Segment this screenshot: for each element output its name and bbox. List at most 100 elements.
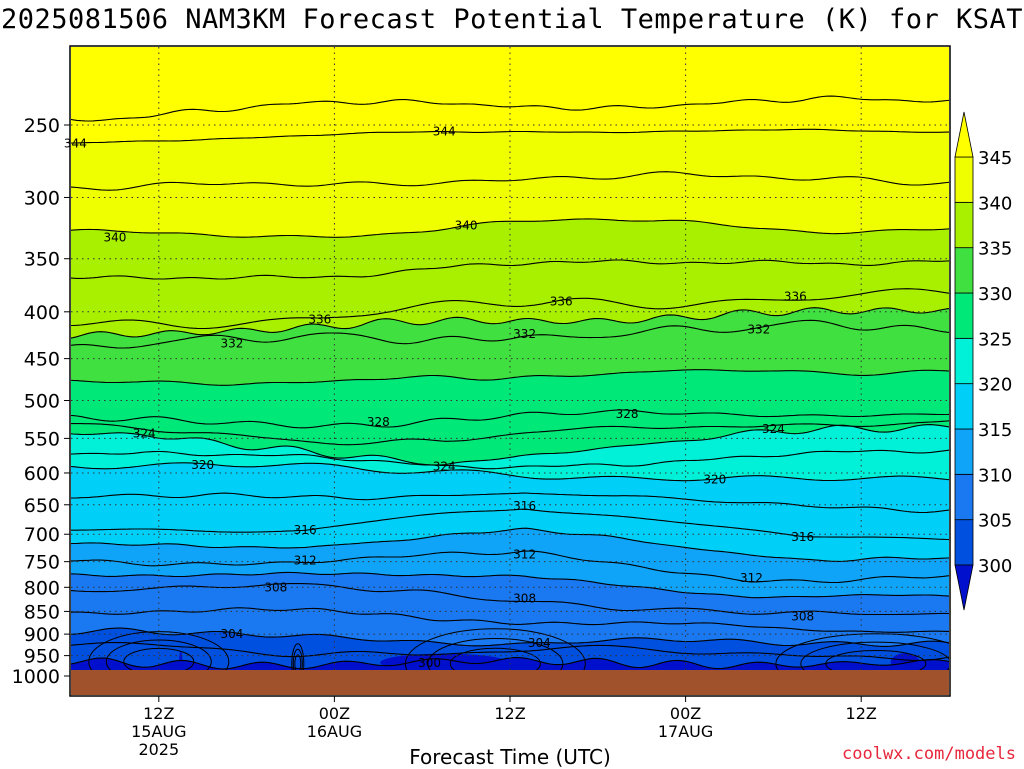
contour-line bbox=[291, 643, 305, 670]
contour-line bbox=[775, 633, 949, 670]
x-tick-label: 17AUG bbox=[658, 722, 713, 741]
x-tick-label: 2025 bbox=[138, 740, 179, 759]
contour-line bbox=[71, 462, 949, 482]
y-tick-label: 600 bbox=[24, 463, 60, 485]
contour-labels: 344 344 340 340 336 336 336 332 332 332 328 328 324 3… bbox=[64, 124, 814, 670]
colorbar-swatch bbox=[954, 519, 974, 566]
y-tick-label: 650 bbox=[24, 495, 60, 517]
contour-label: 312 bbox=[294, 554, 317, 568]
contour-line bbox=[825, 650, 927, 670]
chart-title: 2025081506 NAM3KM Forecast Potential Tem… bbox=[0, 4, 1024, 35]
colorbar-swatch bbox=[954, 247, 974, 294]
colorbar: 300 305 310 315 320 325 330 335 340 345 bbox=[954, 111, 1012, 611]
contour-label: 340 bbox=[103, 231, 126, 245]
contour-label: 312 bbox=[740, 571, 763, 585]
contour-label: 312 bbox=[513, 548, 536, 562]
y-tick-label: 550 bbox=[24, 428, 60, 450]
contour-line bbox=[427, 638, 564, 670]
contour-label: 320 bbox=[191, 458, 214, 472]
contour-line bbox=[71, 95, 949, 122]
contour-label: 340 bbox=[455, 219, 478, 233]
grid-lines bbox=[71, 47, 949, 670]
colorbar-swatch bbox=[954, 428, 974, 475]
contour-line bbox=[71, 128, 949, 144]
contour-label: 332 bbox=[221, 336, 244, 350]
y-tick-label: 450 bbox=[24, 349, 60, 371]
ground-surface bbox=[71, 670, 949, 695]
contour-line bbox=[88, 631, 230, 670]
colorbar-label: 310 bbox=[978, 465, 1012, 486]
y-axis: 2503003504004505005506006507007508008509… bbox=[12, 115, 70, 688]
contour-label: 324 bbox=[433, 459, 456, 473]
contour-label: 324 bbox=[762, 422, 785, 436]
credit-text: coolwx.com/models bbox=[842, 744, 1016, 764]
contour-line bbox=[71, 409, 949, 429]
colorbar-swatch bbox=[954, 383, 974, 430]
colorbar-swatch bbox=[954, 292, 974, 339]
colorbar-label: 340 bbox=[978, 193, 1012, 214]
y-tick-label: 900 bbox=[24, 624, 60, 646]
x-tick-label: 00Z bbox=[319, 704, 350, 723]
contour-label: 316 bbox=[791, 530, 814, 544]
contour-label: 308 bbox=[513, 592, 536, 606]
contour-line bbox=[71, 218, 949, 238]
y-tick-label: 1000 bbox=[12, 666, 60, 688]
x-tick-label: 16AUG bbox=[307, 722, 362, 741]
contour-label: 332 bbox=[513, 327, 536, 341]
band-fill bbox=[890, 653, 920, 670]
colorbar-label: 300 bbox=[978, 556, 1012, 577]
contour-label: 344 bbox=[64, 137, 87, 151]
colorbar-label: 325 bbox=[978, 329, 1012, 350]
x-tick-label: 12Z bbox=[143, 704, 174, 723]
contour-label: 308 bbox=[791, 610, 814, 624]
x-tick-label: 12Z bbox=[494, 704, 525, 723]
filled-contours bbox=[71, 47, 949, 670]
y-tick-label: 500 bbox=[24, 391, 60, 413]
contour-line bbox=[71, 527, 949, 562]
contour-label: 320 bbox=[703, 473, 726, 487]
contour-label: 316 bbox=[513, 499, 536, 513]
contour-label: 300 bbox=[418, 656, 441, 670]
contour-line bbox=[71, 424, 949, 466]
contour-line bbox=[294, 654, 302, 670]
x-tick-label: 15AUG bbox=[131, 722, 186, 741]
y-tick-label: 850 bbox=[24, 601, 60, 623]
y-tick-label: 750 bbox=[24, 552, 60, 574]
colorbar-label: 345 bbox=[978, 148, 1012, 169]
contour-label: 308 bbox=[264, 580, 287, 594]
y-tick-label: 250 bbox=[24, 115, 60, 137]
colorbar-swatch bbox=[954, 201, 974, 249]
y-tick-label: 700 bbox=[24, 524, 60, 546]
contour-line bbox=[800, 641, 949, 670]
contour-label: 336 bbox=[308, 313, 331, 327]
x-tick-label: 00Z bbox=[670, 704, 701, 723]
contour-line bbox=[71, 420, 949, 446]
contour-label: 304 bbox=[528, 636, 551, 650]
contour-line bbox=[292, 648, 303, 670]
plot-area: 344 344 340 340 336 336 336 332 332 332 328 328 324 3… bbox=[64, 45, 951, 697]
colorbar-swatch bbox=[954, 156, 974, 203]
contour-label: 328 bbox=[616, 407, 639, 421]
contour-line bbox=[71, 627, 949, 647]
contour-line bbox=[123, 647, 195, 670]
y-tick-label: 950 bbox=[24, 646, 60, 668]
contour-label: 316 bbox=[294, 523, 317, 537]
contour-label: 328 bbox=[367, 415, 390, 429]
contour-lines bbox=[71, 95, 949, 670]
band-fill bbox=[71, 642, 949, 670]
colorbar-extend-top bbox=[954, 111, 974, 158]
contour-label: 332 bbox=[747, 322, 770, 336]
contour-label: 324 bbox=[133, 426, 156, 440]
colorbar-label: 320 bbox=[978, 375, 1012, 396]
band-fill bbox=[380, 653, 509, 670]
contour-line bbox=[71, 449, 949, 470]
contour-label: 336 bbox=[784, 290, 807, 304]
contour-label: 344 bbox=[433, 124, 456, 138]
colorbar-label: 335 bbox=[978, 239, 1012, 260]
contour-line bbox=[71, 583, 949, 616]
x-tick-label: 12Z bbox=[846, 704, 877, 723]
contour-line bbox=[71, 171, 949, 191]
colorbar-label: 305 bbox=[978, 511, 1012, 532]
